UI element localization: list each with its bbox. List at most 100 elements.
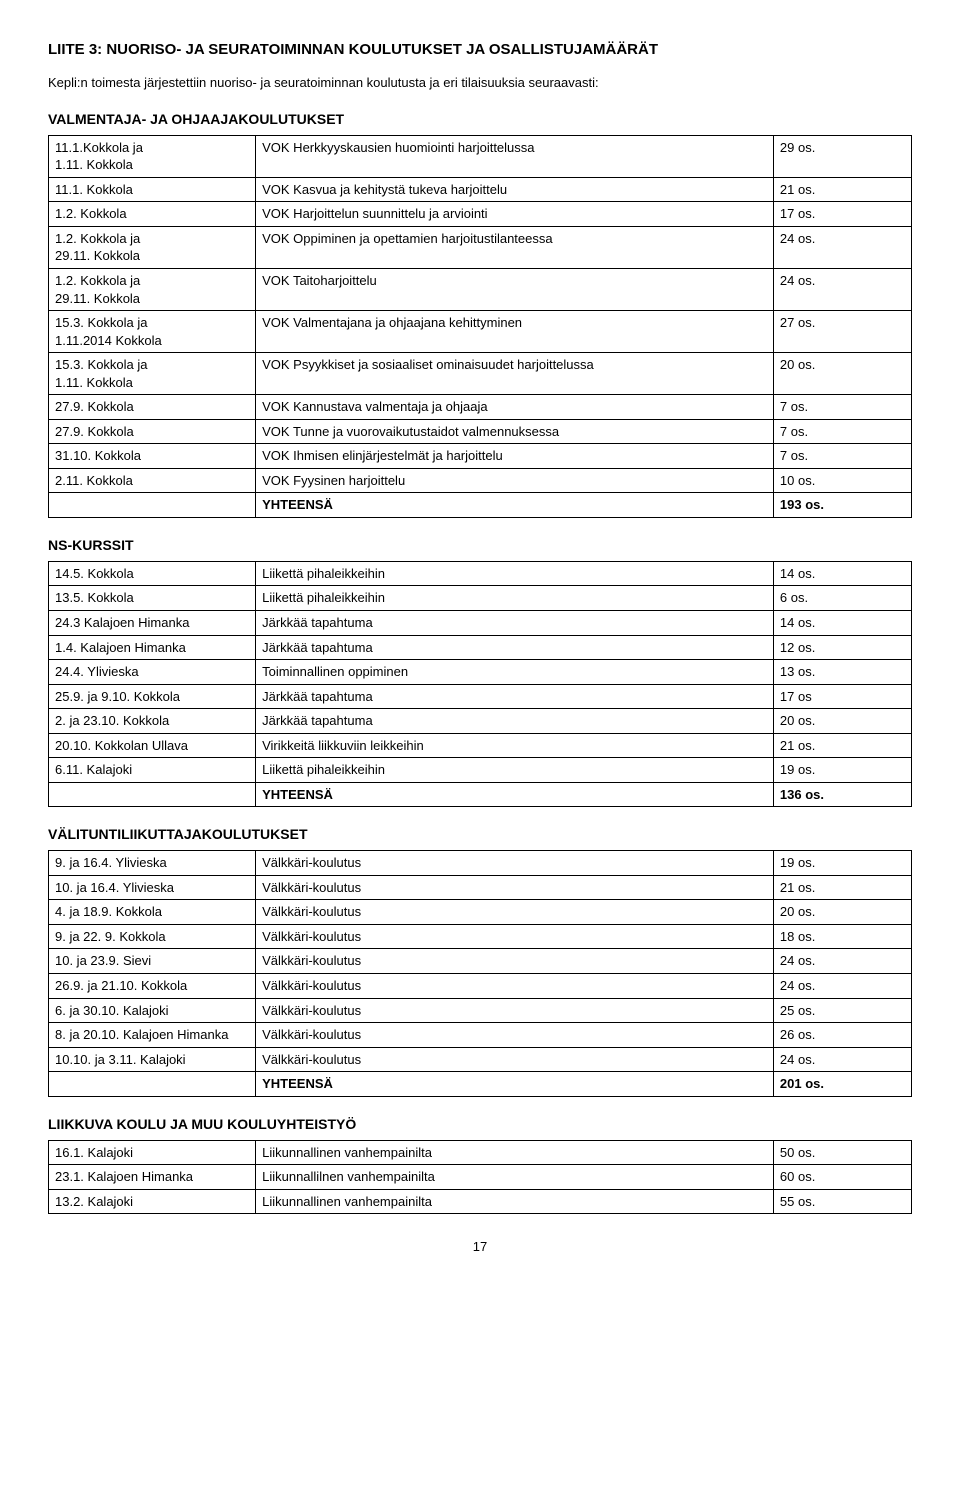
- cell-participants: 20 os.: [773, 900, 911, 925]
- cell-participants: 20 os.: [773, 709, 911, 734]
- cell-total-label: YHTEENSÄ: [256, 782, 774, 807]
- table-row: 9. ja 16.4. YlivieskaVälkkäri-koulutus19…: [49, 851, 912, 876]
- section-heading: LIIKKUVA KOULU JA MUU KOULUYHTEISTYÖ: [48, 1115, 912, 1134]
- cell-empty: [49, 782, 256, 807]
- cell-participants: 21 os.: [773, 875, 911, 900]
- cell-date-place: 13.5. Kokkola: [49, 586, 256, 611]
- section-heading: NS-KURSSIT: [48, 536, 912, 555]
- cell-date-place: 1.2. Kokkola ja 29.11. Kokkola: [49, 226, 256, 268]
- cell-participants: 25 os.: [773, 998, 911, 1023]
- cell-course: Liikettä pihaleikkeihin: [256, 561, 774, 586]
- cell-course: Liikunnallinen vanhempainilta: [256, 1140, 774, 1165]
- cell-course: VOK Psyykkiset ja sosiaaliset ominaisuud…: [256, 353, 774, 395]
- cell-participants: 17 os: [773, 684, 911, 709]
- cell-course: Järkkää tapahtuma: [256, 635, 774, 660]
- cell-participants: 14 os.: [773, 610, 911, 635]
- section-heading: VÄLITUNTILIIKUTTAJAKOULUTUKSET: [48, 825, 912, 844]
- cell-course: Välkkäri-koulutus: [256, 1023, 774, 1048]
- table-row: 31.10. KokkolaVOK Ihmisen elinjärjestelm…: [49, 444, 912, 469]
- page-number: 17: [48, 1238, 912, 1256]
- table-row: 25.9. ja 9.10. KokkolaJärkkää tapahtuma1…: [49, 684, 912, 709]
- table-row: 15.3. Kokkola ja 1.11.2014 KokkolaVOK Va…: [49, 311, 912, 353]
- cell-participants: 24 os.: [773, 1047, 911, 1072]
- cell-participants: 24 os.: [773, 268, 911, 310]
- cell-course: Liikettä pihaleikkeihin: [256, 758, 774, 783]
- cell-participants: 50 os.: [773, 1140, 911, 1165]
- table-row: 10. ja 23.9. SieviVälkkäri-koulutus24 os…: [49, 949, 912, 974]
- cell-course: Välkkäri-koulutus: [256, 949, 774, 974]
- cell-date-place: 31.10. Kokkola: [49, 444, 256, 469]
- table-row-total: YHTEENSÄ201 os.: [49, 1072, 912, 1097]
- cell-participants: 7 os.: [773, 419, 911, 444]
- cell-course: VOK Kasvua ja kehitystä tukeva harjoitte…: [256, 177, 774, 202]
- table-row: 24.3 Kalajoen HimankaJärkkää tapahtuma14…: [49, 610, 912, 635]
- table-row-total: YHTEENSÄ193 os.: [49, 493, 912, 518]
- cell-date-place: 26.9. ja 21.10. Kokkola: [49, 973, 256, 998]
- cell-course: VOK Fyysinen harjoittelu: [256, 468, 774, 493]
- cell-participants: 7 os.: [773, 395, 911, 420]
- cell-date-place: 15.3. Kokkola ja 1.11.2014 Kokkola: [49, 311, 256, 353]
- cell-course: VOK Oppiminen ja opettamien harjoitustil…: [256, 226, 774, 268]
- cell-date-place: 1.2. Kokkola ja 29.11. Kokkola: [49, 268, 256, 310]
- table-row: 13.2. KalajokiLiikunnallinen vanhempaini…: [49, 1189, 912, 1214]
- cell-total-value: 201 os.: [773, 1072, 911, 1097]
- cell-empty: [49, 1072, 256, 1097]
- cell-date-place: 9. ja 22. 9. Kokkola: [49, 924, 256, 949]
- cell-date-place: 14.5. Kokkola: [49, 561, 256, 586]
- cell-course: Välkkäri-koulutus: [256, 900, 774, 925]
- cell-participants: 13 os.: [773, 660, 911, 685]
- intro-text: Kepli:n toimesta järjestettiin nuoriso- …: [48, 74, 912, 92]
- cell-date-place: 1.2. Kokkola: [49, 202, 256, 227]
- table-row: 2.11. KokkolaVOK Fyysinen harjoittelu10 …: [49, 468, 912, 493]
- cell-course: Välkkäri-koulutus: [256, 973, 774, 998]
- table-row: 1.2. KokkolaVOK Harjoittelun suunnittelu…: [49, 202, 912, 227]
- cell-participants: 19 os.: [773, 851, 911, 876]
- cell-course: Järkkää tapahtuma: [256, 684, 774, 709]
- cell-date-place: 10. ja 23.9. Sievi: [49, 949, 256, 974]
- table-row: 1.2. Kokkola ja 29.11. KokkolaVOK Taitoh…: [49, 268, 912, 310]
- cell-date-place: 8. ja 20.10. Kalajoen Himanka: [49, 1023, 256, 1048]
- data-table: 9. ja 16.4. YlivieskaVälkkäri-koulutus19…: [48, 850, 912, 1096]
- cell-date-place: 10.10. ja 3.11. Kalajoki: [49, 1047, 256, 1072]
- cell-date-place: 24.4. Ylivieska: [49, 660, 256, 685]
- section-heading: VALMENTAJA- JA OHJAAJAKOULUTUKSET: [48, 110, 912, 129]
- cell-course: VOK Harjoittelun suunnittelu ja arvioint…: [256, 202, 774, 227]
- data-table: 11.1.Kokkola ja 1.11. KokkolaVOK Herkkyy…: [48, 135, 912, 518]
- cell-date-place: 2. ja 23.10. Kokkola: [49, 709, 256, 734]
- cell-total-label: YHTEENSÄ: [256, 493, 774, 518]
- table-row: 4. ja 18.9. KokkolaVälkkäri-koulutus20 o…: [49, 900, 912, 925]
- table-row: 9. ja 22. 9. KokkolaVälkkäri-koulutus18 …: [49, 924, 912, 949]
- cell-date-place: 23.1. Kalajoen Himanka: [49, 1165, 256, 1190]
- cell-course: VOK Kannustava valmentaja ja ohjaaja: [256, 395, 774, 420]
- table-row: 11.1.Kokkola ja 1.11. KokkolaVOK Herkkyy…: [49, 135, 912, 177]
- cell-course: Virikkeitä liikkuviin leikkeihin: [256, 733, 774, 758]
- cell-course: Välkkäri-koulutus: [256, 998, 774, 1023]
- cell-participants: 24 os.: [773, 226, 911, 268]
- table-row: 6.11. KalajokiLiikettä pihaleikkeihin19 …: [49, 758, 912, 783]
- cell-participants: 19 os.: [773, 758, 911, 783]
- cell-participants: 21 os.: [773, 177, 911, 202]
- cell-course: Välkkäri-koulutus: [256, 875, 774, 900]
- table-row: 13.5. KokkolaLiikettä pihaleikkeihin6 os…: [49, 586, 912, 611]
- cell-participants: 12 os.: [773, 635, 911, 660]
- cell-total-label: YHTEENSÄ: [256, 1072, 774, 1097]
- cell-course: Välkkäri-koulutus: [256, 851, 774, 876]
- table-row: 23.1. Kalajoen HimankaLiikunnallilnen va…: [49, 1165, 912, 1190]
- cell-participants: 18 os.: [773, 924, 911, 949]
- cell-participants: 60 os.: [773, 1165, 911, 1190]
- cell-participants: 26 os.: [773, 1023, 911, 1048]
- table-row: 11.1. KokkolaVOK Kasvua ja kehitystä tuk…: [49, 177, 912, 202]
- table-row: 15.3. Kokkola ja 1.11. KokkolaVOK Psyykk…: [49, 353, 912, 395]
- cell-course: Toiminnallinen oppiminen: [256, 660, 774, 685]
- cell-participants: 55 os.: [773, 1189, 911, 1214]
- cell-participants: 20 os.: [773, 353, 911, 395]
- cell-total-value: 136 os.: [773, 782, 911, 807]
- table-row: 10.10. ja 3.11. KalajokiVälkkäri-koulutu…: [49, 1047, 912, 1072]
- cell-date-place: 1.4. Kalajoen Himanka: [49, 635, 256, 660]
- table-row: 8. ja 20.10. Kalajoen HimankaVälkkäri-ko…: [49, 1023, 912, 1048]
- cell-date-place: 11.1. Kokkola: [49, 177, 256, 202]
- page-title: LIITE 3: NUORISO- JA SEURATOIMINNAN KOUL…: [48, 40, 912, 60]
- table-row: 6. ja 30.10. KalajokiVälkkäri-koulutus25…: [49, 998, 912, 1023]
- cell-date-place: 24.3 Kalajoen Himanka: [49, 610, 256, 635]
- cell-date-place: 13.2. Kalajoki: [49, 1189, 256, 1214]
